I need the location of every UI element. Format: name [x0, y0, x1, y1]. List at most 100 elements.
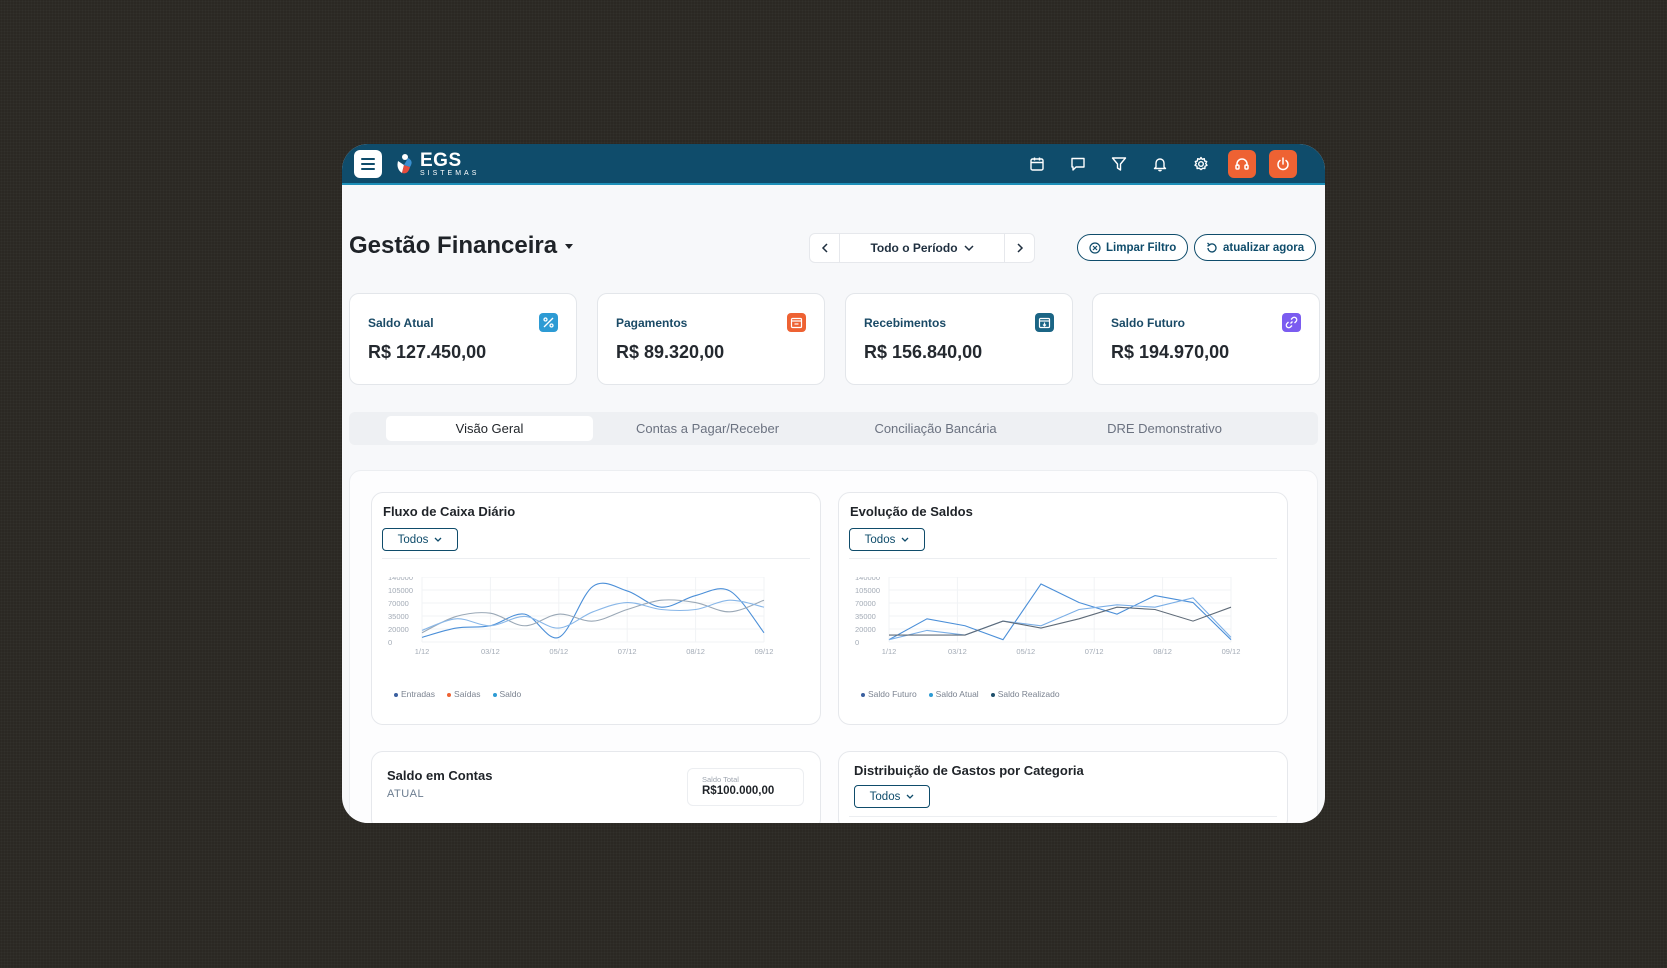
kpi-title: Saldo Futuro	[1111, 316, 1185, 330]
power-icon	[1277, 157, 1289, 171]
x-tick-label: 1/12	[415, 647, 430, 656]
legend-item: Saídas	[447, 689, 481, 699]
refresh-label: atualizar agora	[1223, 241, 1305, 254]
series-line-saldo-futuro	[888, 583, 1232, 641]
dropdown-label: Todos	[864, 533, 896, 546]
expense-filter-dropdown[interactable]: Todos	[854, 785, 930, 808]
refresh-button[interactable]: atualizar agora	[1194, 234, 1317, 261]
chat-button[interactable]	[1064, 150, 1092, 178]
balance-filter-dropdown[interactable]: Todos	[849, 528, 925, 551]
x-tick-label: 07/12	[1085, 647, 1104, 656]
topbar-actions	[1023, 150, 1297, 178]
filter-icon	[1111, 157, 1127, 171]
legend-dot	[861, 692, 865, 697]
y-tick-label: 105000	[855, 586, 880, 595]
dropdown-label: Todos	[869, 790, 901, 803]
caret-down-icon	[565, 243, 574, 249]
total-balance-label: Saldo Total	[702, 775, 739, 784]
card-subtitle: ATUAL	[387, 788, 425, 800]
logo-text: EGS	[420, 150, 462, 171]
y-tick-label: 0	[855, 638, 859, 647]
balance-evolution-chart-card: Evolução de Saldos Todos 140000 105000 700…	[838, 492, 1288, 725]
y-tick-label: 0	[388, 638, 392, 647]
period-selector: Todo o Período	[809, 233, 1035, 263]
x-tick-label: 09/12	[755, 647, 774, 656]
x-tick-label: 1/12	[882, 647, 897, 656]
total-balance-value: R$100.000,00	[702, 785, 775, 797]
menu-button[interactable]	[354, 150, 382, 178]
kpi-card-saldo-futuro[interactable]: Saldo Futuro R$ 194.970,00	[1092, 293, 1320, 385]
x-tick-label: 08/12	[1153, 647, 1172, 656]
legend-label: Saldo Atual	[935, 689, 979, 699]
top-navbar: EGS SISTEMAS	[342, 144, 1325, 185]
x-tick-label: 03/12	[948, 647, 967, 656]
chevron-down-icon	[906, 794, 914, 799]
headset-icon	[1235, 158, 1249, 170]
kpi-value: R$ 127.450,00	[368, 342, 487, 362]
logout-button[interactable]	[1269, 150, 1297, 178]
divider	[849, 558, 1277, 559]
chart-title: Evolução de Saldos	[850, 504, 973, 519]
x-tick-label: 03/12	[481, 647, 500, 656]
legend-dot	[990, 692, 995, 697]
tab-conciliacao-bancaria[interactable]: Conciliação Bancária	[874, 421, 997, 436]
y-tick-label: 20000	[388, 625, 409, 634]
settings-button[interactable]	[1187, 150, 1215, 178]
app-window: EGS SISTEMAS	[342, 144, 1325, 823]
chevron-left-icon	[821, 243, 828, 253]
period-dropdown[interactable]: Todo o Período	[840, 241, 1004, 255]
chart-legend: Saldo Futuro Saldo Atual Saldo Realizado	[861, 689, 1060, 699]
card-title: Distribuição de Gastos por Categoria	[854, 763, 1084, 778]
tab-visao-geral[interactable]: Visão Geral	[386, 416, 593, 441]
hamburger-icon	[361, 158, 375, 170]
legend-item: Saldo Futuro	[861, 689, 917, 699]
legend-label: Saldo Realizado	[997, 689, 1060, 699]
y-tick-label: 35000	[388, 612, 409, 621]
kpi-card-saldo-atual[interactable]: Saldo Atual R$ 127.450,00	[349, 293, 577, 385]
filter-button[interactable]	[1105, 150, 1133, 178]
calendar-button[interactable]	[1023, 150, 1051, 178]
series-line-entradas	[421, 582, 765, 639]
clear-filter-button[interactable]: Limpar Filtro	[1077, 234, 1189, 261]
page-title[interactable]: Gestão Financeira	[349, 232, 574, 260]
y-tick-label: 105000	[388, 586, 413, 595]
refresh-icon	[1207, 242, 1217, 253]
notifications-button[interactable]	[1146, 150, 1174, 178]
previous-period-button[interactable]	[810, 234, 840, 262]
legend-item: Saldo Atual	[928, 689, 979, 699]
legend-dot	[492, 692, 497, 697]
card-title: Saldo em Contas	[387, 768, 493, 783]
logo-mark-icon	[397, 154, 412, 174]
expense-distribution-card: Distribuição de Gastos por Categoria Tod…	[838, 751, 1288, 823]
total-balance-box: Saldo Total R$100.000,00	[687, 768, 804, 806]
chart-legend: Entradas Saídas Saldo	[394, 689, 521, 699]
bell-icon	[1153, 158, 1167, 172]
chevron-right-icon	[1016, 243, 1023, 253]
x-tick-label: 07/12	[618, 647, 637, 656]
link-icon	[1282, 313, 1301, 332]
legend-item: Saldo Realizado	[990, 689, 1060, 699]
cash-flow-chart-card: Fluxo de Caixa Diário Todos 140000 105000…	[371, 492, 821, 725]
support-button[interactable]	[1228, 150, 1256, 178]
calendar-icon	[1030, 157, 1044, 171]
kpi-card-pagamentos[interactable]: Pagamentos R$ 89.320,00	[597, 293, 825, 385]
x-tick-label: 05/12	[549, 647, 568, 656]
kpi-value: R$ 156.840,00	[864, 342, 983, 362]
kpi-title: Recebimentos	[864, 316, 947, 330]
cash-flow-filter-dropdown[interactable]: Todos	[382, 528, 458, 551]
next-period-button[interactable]	[1004, 234, 1034, 262]
tab-contas-pagar-receber[interactable]: Contas a Pagar/Receber	[635, 421, 780, 436]
kpi-card-recebimentos[interactable]: Recebimentos R$ 156.840,00	[845, 293, 1073, 385]
calendar-icon	[1035, 313, 1054, 332]
egs-logo[interactable]: EGS SISTEMAS	[394, 150, 479, 180]
tab-dre-demonstrativo[interactable]: DRE Demonstrativo	[1107, 421, 1222, 436]
legend-dot	[394, 692, 398, 697]
chevron-down-icon	[434, 537, 442, 542]
logo-subtext: SISTEMAS	[420, 170, 480, 177]
calendar-icon	[787, 313, 806, 332]
legend-item: Saldo	[492, 689, 522, 699]
series-line-saldo-atual	[888, 597, 1232, 641]
legend-dot	[447, 692, 452, 697]
legend-label: Saldo	[499, 689, 522, 699]
period-label: Todo o Período	[870, 241, 958, 255]
